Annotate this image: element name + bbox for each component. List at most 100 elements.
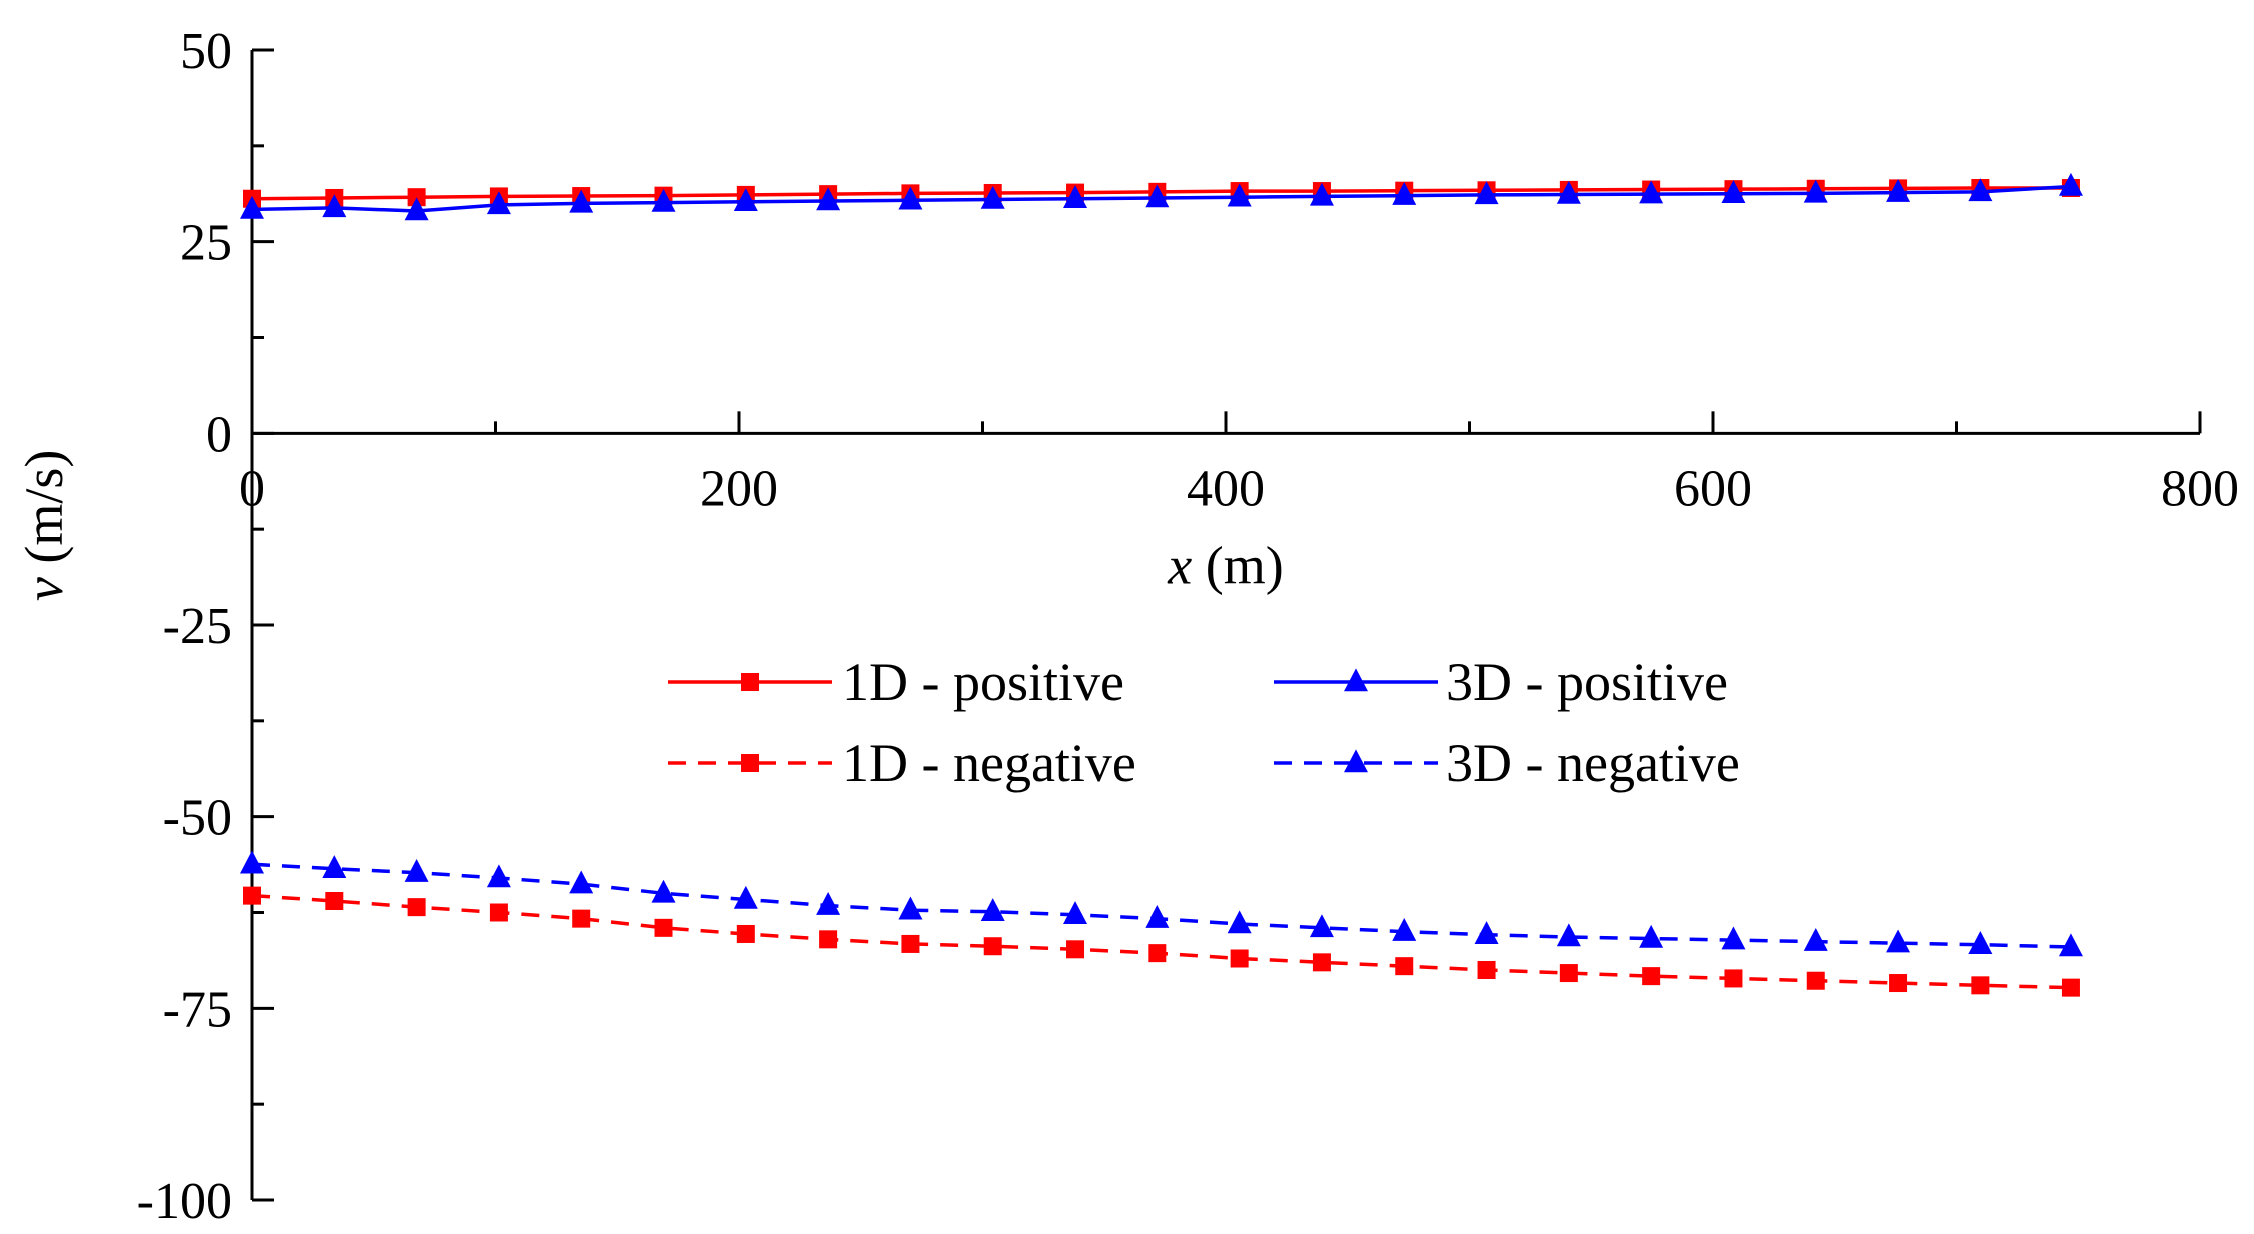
data-point — [1312, 953, 1331, 972]
series-line — [251, 893, 2071, 990]
data-point — [1063, 185, 1088, 208]
data-point — [1066, 940, 1085, 959]
tick-marks — [250, 48, 2202, 1202]
data-point — [572, 909, 591, 928]
y-tick-label: -50 — [163, 790, 232, 847]
data-point — [1639, 924, 1664, 948]
data-point — [325, 892, 344, 910]
data-point — [733, 188, 758, 212]
data-point — [898, 896, 923, 920]
data-point — [1556, 180, 1581, 204]
y-tick-label: -100 — [137, 1173, 232, 1230]
data-point — [1395, 957, 1414, 976]
y-axis-variable: v — [14, 577, 74, 601]
legend-marker — [1344, 668, 1368, 692]
series-1d-negative — [243, 886, 2080, 997]
axes — [250, 50, 2200, 1200]
x-tick-label: 600 — [1674, 460, 1752, 517]
legend-marker — [741, 673, 759, 691]
data-point — [733, 885, 758, 909]
data-point — [569, 189, 594, 213]
data-point — [1477, 961, 1496, 979]
data-point — [1145, 904, 1170, 928]
data-point — [2058, 933, 2083, 957]
x-axis-unit: (m) — [1192, 535, 1283, 595]
y-tick-label: 25 — [180, 215, 232, 272]
data-point — [1230, 949, 1249, 968]
data-point — [1227, 183, 1252, 207]
data-point — [407, 188, 426, 207]
data-point — [407, 898, 426, 917]
data-point — [1803, 927, 1828, 951]
data-point — [901, 934, 920, 953]
data-point — [983, 937, 1002, 956]
data-point — [1724, 969, 1743, 988]
data-point — [1803, 179, 1828, 203]
data-point — [1968, 931, 1993, 954]
data-point — [1145, 184, 1170, 208]
data-point — [1556, 923, 1581, 947]
series-line — [251, 862, 2071, 949]
data-point — [322, 855, 347, 879]
data-point — [1063, 901, 1088, 925]
data-point — [980, 185, 1005, 209]
data-point — [651, 188, 676, 212]
series-3d-positive — [240, 172, 2083, 221]
x-tick-label: 800 — [2161, 460, 2239, 517]
x-axis-title: x (m) — [1167, 535, 1283, 595]
x-axis-variable: x — [1167, 535, 1192, 595]
data-point — [819, 930, 838, 949]
legend-entry: 3D - negative — [1274, 733, 1740, 793]
y-axis-unit: (m/s) — [14, 450, 74, 578]
legend-entry: 1D - negative — [668, 733, 1136, 793]
data-point — [569, 870, 594, 894]
data-point — [1227, 910, 1252, 934]
y-tick-label: -75 — [163, 981, 232, 1038]
x-tick-label: 200 — [700, 460, 778, 517]
data-point — [404, 197, 429, 221]
data-point — [1721, 926, 1746, 950]
data-point — [1474, 181, 1499, 205]
y-tick-label: 50 — [180, 23, 232, 80]
data-point — [240, 850, 264, 874]
legend-label: 1D - negative — [842, 733, 1136, 793]
data-point — [1889, 974, 1908, 993]
data-point — [654, 918, 673, 937]
data-point — [980, 898, 1005, 921]
data-point — [1968, 178, 1993, 202]
data-point — [1392, 182, 1417, 205]
data-point — [2061, 978, 2080, 997]
x-tick-label: 400 — [1187, 460, 1265, 517]
data-point — [1886, 178, 1911, 202]
data-point — [1971, 976, 1990, 995]
data-point — [240, 195, 264, 219]
data-point — [816, 187, 841, 211]
y-tick-label: 0 — [206, 406, 232, 463]
y-axis-title: v (m/s) — [14, 450, 74, 601]
data-point — [1309, 182, 1334, 206]
legend-label: 3D - negative — [1446, 733, 1740, 793]
legend-marker — [741, 754, 759, 772]
legend-entry: 3D - positive — [1274, 652, 1728, 712]
data-point — [486, 191, 511, 215]
legend: 1D - positive 3D - positive 1D - negative 3… — [668, 652, 1740, 793]
y-tick-label: -25 — [163, 598, 232, 655]
data-point — [816, 891, 841, 915]
series-3d-negative — [240, 850, 2083, 957]
data-point — [1474, 921, 1499, 944]
tick-labels: 0 200 400 600 800 50 25 0 -25 -50 -75 -100 — [137, 23, 2239, 1230]
data-point — [243, 886, 261, 905]
data-point — [404, 858, 429, 882]
data-point — [2058, 172, 2083, 196]
data-point — [322, 194, 347, 218]
legend-marker — [1344, 749, 1368, 773]
data-point — [1642, 967, 1661, 986]
data-point — [1639, 180, 1664, 204]
data-point — [898, 186, 923, 210]
data-point — [736, 924, 755, 943]
legend-label: 3D - positive — [1446, 652, 1728, 712]
data-point — [486, 864, 511, 888]
x-tick-label: 0 — [239, 460, 265, 517]
data-point — [1806, 971, 1825, 990]
